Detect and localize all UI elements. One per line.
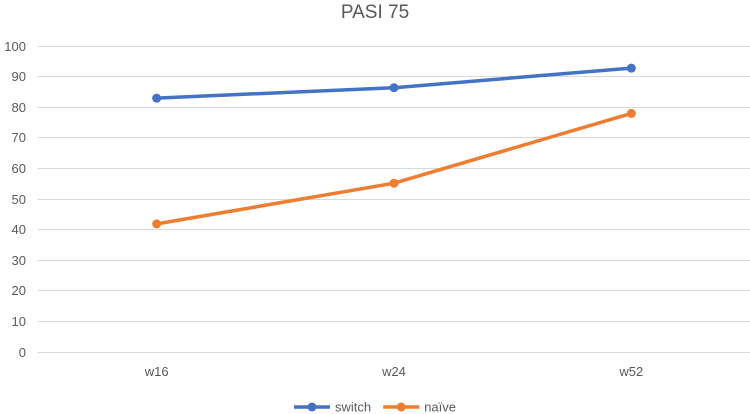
y-tick-label: 20 <box>12 283 26 298</box>
y-axis-ticks: 0 10 20 30 40 50 60 70 80 90 100 <box>4 39 26 360</box>
y-tick-label: 60 <box>12 161 26 176</box>
legend: switch naïve <box>294 400 456 414</box>
x-tick-label: w16 <box>144 364 169 379</box>
y-tick-label: 90 <box>12 69 26 84</box>
series-lines <box>152 63 636 229</box>
chart-title: PASI 75 <box>341 2 409 23</box>
data-point <box>152 93 162 103</box>
x-tick-label: w52 <box>618 364 643 379</box>
y-tick-label: 0 <box>19 345 26 360</box>
y-tick-label: 70 <box>12 130 26 145</box>
data-point <box>389 178 399 188</box>
data-point <box>626 63 636 73</box>
y-tick-label: 40 <box>12 222 26 237</box>
y-tick-label: 50 <box>12 192 26 207</box>
y-tick-label: 10 <box>12 314 26 329</box>
x-axis-ticks: w16 w24 w52 <box>144 364 644 379</box>
legend-swatch-marker <box>307 402 317 412</box>
y-tick-label: 30 <box>12 253 26 268</box>
gridlines <box>38 46 750 353</box>
y-tick-label: 100 <box>4 39 26 54</box>
data-point <box>626 108 636 118</box>
series-line-0 <box>154 66 634 100</box>
x-tick-label: w24 <box>381 364 406 379</box>
y-tick-label: 80 <box>12 100 26 115</box>
legend-label: naïve <box>424 400 456 414</box>
legend-label: switch <box>335 400 371 414</box>
legend-item: switch <box>294 400 371 414</box>
legend-item: naïve <box>383 400 456 414</box>
data-point <box>152 219 162 229</box>
legend-swatch-marker <box>396 402 406 412</box>
data-point <box>389 83 399 93</box>
